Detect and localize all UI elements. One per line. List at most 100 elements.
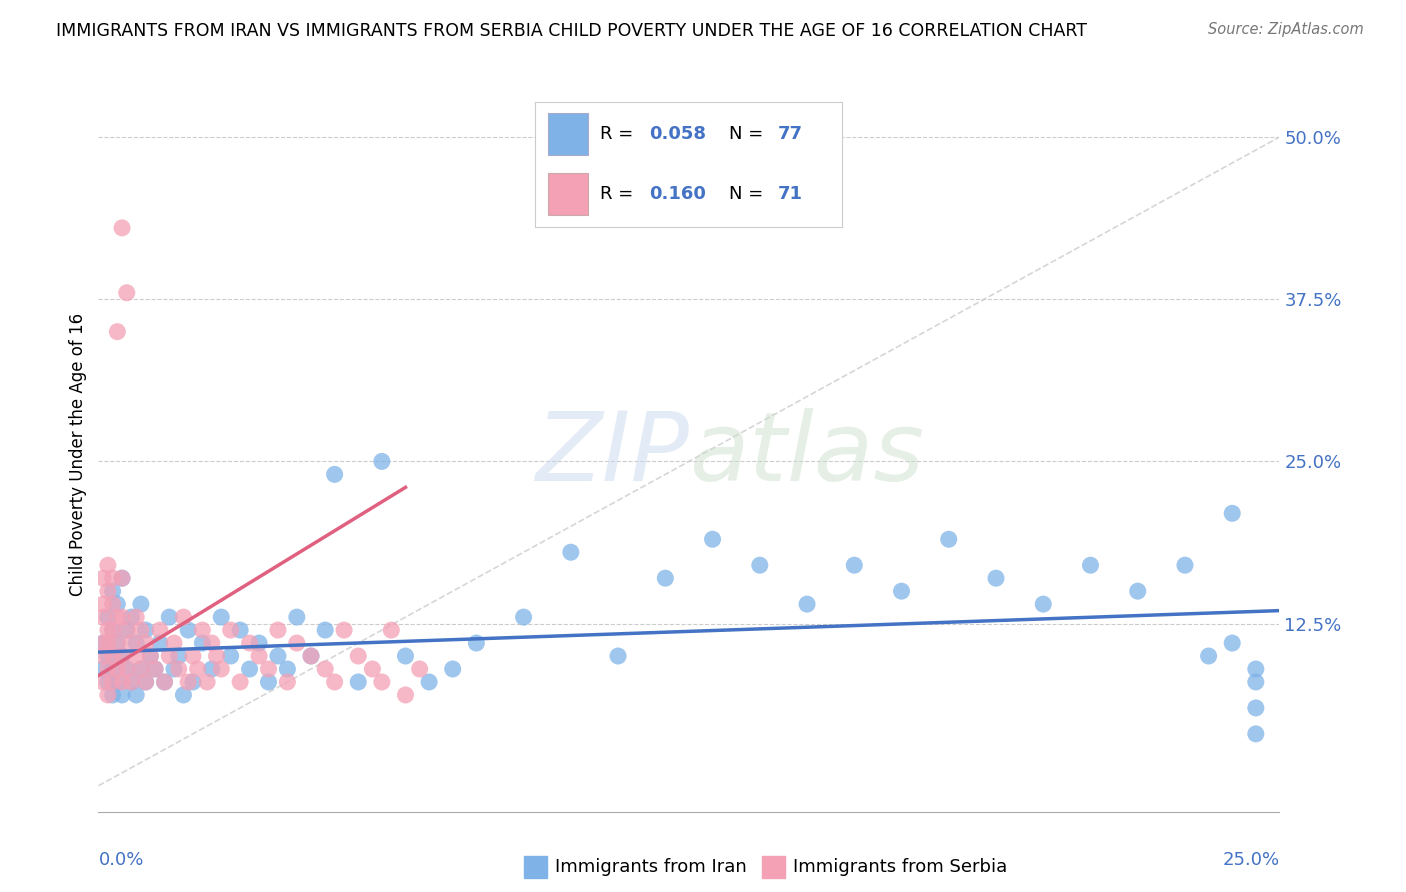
Point bbox=[91, 597, 114, 611]
Point bbox=[1080, 558, 1102, 573]
Point bbox=[323, 675, 346, 690]
Point bbox=[129, 597, 152, 611]
Text: atlas: atlas bbox=[689, 409, 924, 501]
Point bbox=[149, 636, 172, 650]
Point bbox=[135, 675, 157, 690]
Point bbox=[441, 662, 464, 676]
Point bbox=[276, 675, 298, 690]
Point bbox=[177, 623, 200, 637]
Point bbox=[267, 648, 290, 663]
Point bbox=[1244, 701, 1267, 715]
Point bbox=[157, 648, 180, 663]
Text: Source: ZipAtlas.com: Source: ZipAtlas.com bbox=[1208, 22, 1364, 37]
Point bbox=[195, 675, 218, 690]
Point bbox=[121, 610, 143, 624]
Point bbox=[91, 571, 114, 585]
Point bbox=[209, 610, 232, 624]
Point bbox=[91, 636, 114, 650]
Point bbox=[219, 623, 242, 637]
Point bbox=[101, 584, 124, 599]
Point bbox=[1244, 727, 1267, 741]
Point bbox=[219, 648, 242, 663]
Point bbox=[1126, 584, 1149, 599]
Point bbox=[247, 636, 270, 650]
Point bbox=[115, 623, 138, 637]
Point bbox=[418, 675, 440, 690]
Point bbox=[115, 662, 138, 676]
Point bbox=[105, 662, 128, 676]
Point bbox=[380, 623, 402, 637]
Y-axis label: Child Poverty Under the Age of 16: Child Poverty Under the Age of 16 bbox=[69, 313, 87, 597]
Point bbox=[153, 675, 176, 690]
Point bbox=[101, 571, 124, 585]
Point bbox=[91, 662, 114, 676]
Point bbox=[229, 623, 252, 637]
Point bbox=[105, 675, 128, 690]
Point bbox=[257, 675, 280, 690]
Point bbox=[465, 636, 488, 650]
Point bbox=[702, 533, 724, 547]
Point bbox=[163, 636, 186, 650]
Point bbox=[394, 648, 416, 663]
Point bbox=[101, 675, 124, 690]
Text: Immigrants from Serbia: Immigrants from Serbia bbox=[793, 858, 1007, 876]
Point bbox=[205, 648, 228, 663]
Point bbox=[101, 662, 124, 676]
Point bbox=[371, 454, 394, 468]
Point bbox=[111, 648, 134, 663]
Point bbox=[181, 675, 204, 690]
Point bbox=[938, 533, 960, 547]
Text: 25.0%: 25.0% bbox=[1222, 851, 1279, 869]
Point bbox=[177, 675, 200, 690]
Point bbox=[153, 675, 176, 690]
Point bbox=[172, 610, 194, 624]
Point bbox=[890, 584, 912, 599]
Point bbox=[129, 662, 152, 676]
Point bbox=[105, 636, 128, 650]
Point bbox=[111, 648, 134, 663]
Point bbox=[143, 662, 166, 676]
Point bbox=[247, 648, 270, 663]
Point bbox=[191, 623, 214, 637]
Point bbox=[149, 623, 172, 637]
Point bbox=[512, 610, 534, 624]
Point bbox=[157, 610, 180, 624]
Point bbox=[101, 623, 124, 637]
Point bbox=[97, 584, 120, 599]
Point bbox=[844, 558, 866, 573]
Text: IMMIGRANTS FROM IRAN VS IMMIGRANTS FROM SERBIA CHILD POVERTY UNDER THE AGE OF 16: IMMIGRANTS FROM IRAN VS IMMIGRANTS FROM … bbox=[56, 22, 1087, 40]
Point bbox=[560, 545, 582, 559]
Point bbox=[105, 597, 128, 611]
Point bbox=[129, 623, 152, 637]
Point bbox=[796, 597, 818, 611]
Point bbox=[181, 648, 204, 663]
Point bbox=[97, 675, 120, 690]
Point bbox=[187, 662, 209, 676]
Point bbox=[125, 648, 148, 663]
Point bbox=[172, 688, 194, 702]
Point bbox=[111, 220, 134, 235]
Point bbox=[125, 636, 148, 650]
Text: Immigrants from Iran: Immigrants from Iran bbox=[555, 858, 747, 876]
Point bbox=[408, 662, 430, 676]
Point bbox=[267, 623, 290, 637]
Point bbox=[91, 675, 114, 690]
Point bbox=[167, 648, 190, 663]
Point bbox=[201, 662, 224, 676]
Point bbox=[97, 636, 120, 650]
Point bbox=[101, 623, 124, 637]
Point bbox=[111, 610, 134, 624]
Point bbox=[371, 675, 394, 690]
Point bbox=[97, 648, 120, 663]
Point bbox=[135, 675, 157, 690]
Point bbox=[121, 675, 143, 690]
Point bbox=[654, 571, 676, 585]
Point bbox=[105, 610, 128, 624]
Point bbox=[276, 662, 298, 676]
Point bbox=[1198, 648, 1220, 663]
Point bbox=[299, 648, 322, 663]
Point bbox=[1244, 662, 1267, 676]
Point bbox=[229, 675, 252, 690]
Point bbox=[299, 648, 322, 663]
Point bbox=[257, 662, 280, 676]
